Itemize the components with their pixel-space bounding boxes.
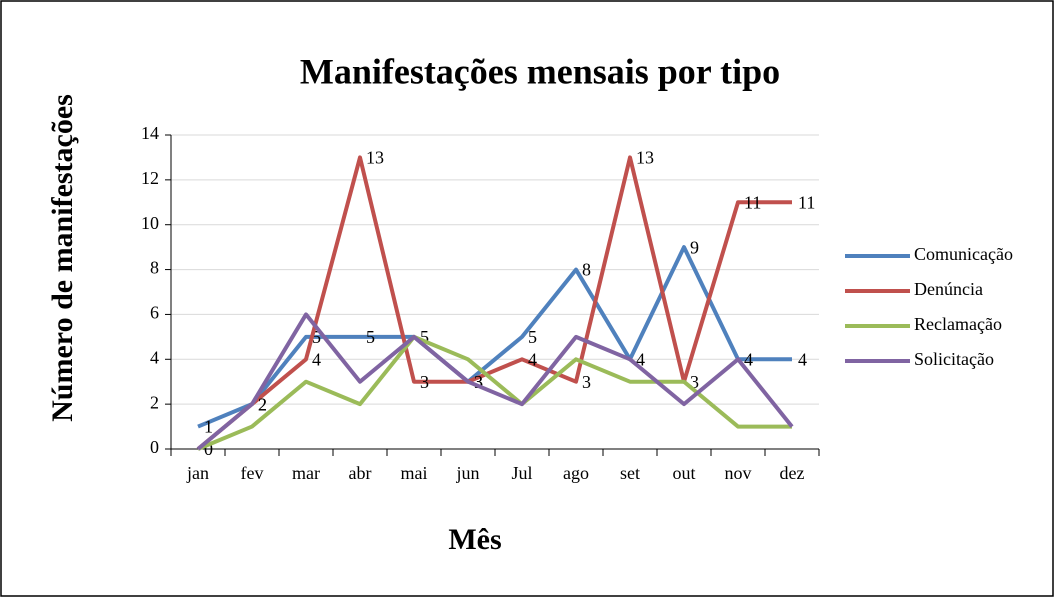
legend-label: Reclamação (914, 314, 1002, 334)
data-label: 13 (366, 148, 384, 168)
legend-label: Comunicação (914, 244, 1013, 264)
series-line (196, 312, 794, 451)
x-tick-label: ago (563, 463, 589, 483)
data-label: 2 (258, 394, 267, 414)
data-label: 5 (366, 327, 375, 347)
y-axis-label: Número de manifestações (46, 94, 79, 422)
x-tick-label: abr (349, 463, 372, 483)
x-tick-label: out (672, 463, 695, 483)
y-tick-label: 10 (141, 213, 159, 233)
data-label: 11 (744, 192, 761, 212)
data-label: 13 (636, 148, 654, 168)
y-tick-label: 12 (141, 168, 159, 188)
legend-label: Solicitação (914, 349, 994, 369)
x-tick-label: dez (780, 463, 805, 483)
data-label: 9 (690, 237, 699, 257)
data-label: 4 (744, 349, 753, 369)
data-label: 3 (474, 372, 483, 392)
data-label: 4 (528, 349, 537, 369)
data-label: 3 (582, 372, 591, 392)
x-tick-label: jun (455, 463, 479, 483)
x-tick-label: Jul (511, 463, 532, 483)
data-label: 5 (420, 327, 429, 347)
data-label: 3 (420, 372, 429, 392)
x-axis-label: Mês (448, 523, 501, 556)
x-tick-label: mai (401, 463, 428, 483)
x-tick-label: jan (186, 463, 209, 483)
x-tick-label: nov (725, 463, 752, 483)
y-tick-label: 14 (141, 123, 159, 143)
data-label: 5 (312, 327, 321, 347)
data-label: 4 (636, 349, 645, 369)
y-tick-label: 4 (150, 347, 159, 367)
series-line (197, 334, 792, 451)
x-tick-label: set (620, 463, 640, 483)
data-label: 0 (204, 439, 213, 459)
y-tick-label: 2 (150, 392, 159, 412)
chart-title: Manifestações mensais por tipo (300, 51, 780, 91)
y-tick-label: 8 (150, 258, 159, 278)
data-label: 3 (474, 372, 483, 392)
data-label: 1 (204, 417, 213, 437)
data-label: 11 (798, 192, 815, 212)
x-tick-label: fev (241, 463, 264, 483)
data-label: 4 (312, 349, 321, 369)
series-line (197, 245, 792, 429)
data-label: 8 (582, 260, 591, 280)
data-label: 5 (528, 327, 537, 347)
y-tick-label: 6 (150, 303, 159, 323)
data-label: 3 (690, 372, 699, 392)
series-line (196, 155, 792, 451)
x-tick-label: mar (292, 463, 320, 483)
data-label: 2 (258, 394, 267, 414)
y-tick-label: 0 (150, 437, 159, 457)
data-label: 4 (798, 349, 807, 369)
legend-label: Denúncia (914, 279, 983, 299)
